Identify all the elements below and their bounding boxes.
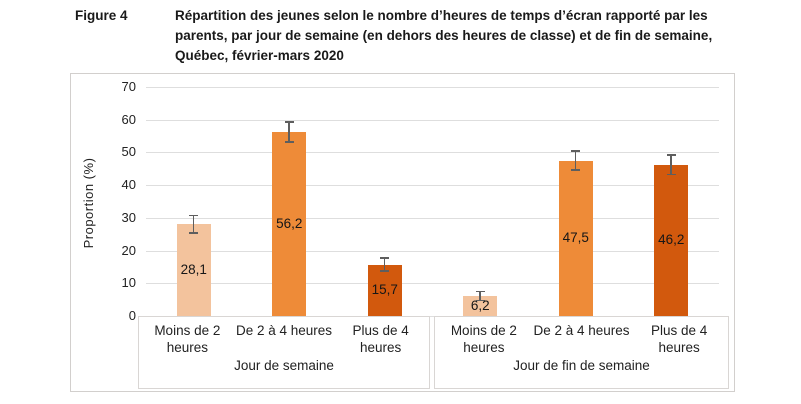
bar — [367, 264, 402, 316]
gridline — [146, 185, 719, 187]
group-label: Jour de semaine — [234, 358, 334, 373]
error-bar — [188, 214, 199, 234]
gridline — [146, 152, 719, 154]
y-tick-label: 0 — [128, 308, 136, 323]
bar-value-label: 47,5 — [562, 230, 589, 246]
error-bar-cap-bottom — [284, 141, 294, 143]
gridline — [146, 217, 719, 219]
figure-title: Répartition des jeunes selon le nombre d… — [175, 8, 713, 63]
error-bar-line — [192, 214, 195, 234]
gridline — [146, 283, 719, 285]
bar — [463, 295, 498, 316]
x-axis-group-box: Moins de 2 heures De 2 à 4 heures Plus de … — [434, 316, 729, 389]
y-tick-label: 30 — [121, 209, 136, 225]
y-tick-label: 10 — [121, 275, 136, 291]
error-bar-cap-top — [666, 154, 676, 156]
gridline — [146, 87, 719, 88]
bar — [272, 132, 307, 316]
y-axis-title: Proportion (%) — [81, 157, 96, 249]
category-label: De 2 à 4 heures — [533, 323, 630, 338]
y-tick-label: 70 — [121, 79, 136, 94]
category-label-row: Moins de 2 heures De 2 à 4 heures Plus de … — [435, 317, 728, 358]
error-bar-line — [479, 290, 481, 301]
y-tick-label: 20 — [121, 242, 136, 258]
category-label: Moins de 2 heures — [154, 323, 221, 355]
bar-value-label: 56,2 — [276, 216, 303, 232]
error-bar — [570, 150, 581, 171]
category-label: Plus de 4 heures — [651, 323, 708, 355]
y-tick-label: 50 — [121, 144, 136, 160]
gridline — [146, 119, 719, 121]
category-label: Plus de 4 heures — [352, 323, 409, 355]
bar-value-label: 28,1 — [180, 262, 207, 277]
error-bar-cap-bottom — [380, 270, 390, 272]
error-bar-cap-bottom — [666, 173, 676, 176]
category-label: De 2 à 4 heures — [235, 323, 333, 338]
gridline — [146, 250, 719, 252]
error-bar-cap-top — [571, 150, 581, 152]
bar — [654, 164, 689, 316]
bar-value-label: 46,2 — [658, 232, 685, 248]
group-label: Jour de fin de semaine — [513, 358, 650, 373]
x-axis-group-box: Moins de 2 heures De 2 à 4 heures Plus de … — [138, 316, 430, 389]
chart-frame: Proportion (%) 0 10 20 30 40 50 60 70 28,1 56,2 15… — [70, 73, 735, 392]
gridline — [146, 316, 719, 317]
error-bar-cap-top — [284, 121, 294, 123]
bar — [558, 160, 593, 316]
error-bar-cap-bottom — [571, 169, 581, 171]
bar — [176, 224, 211, 316]
error-bar-line — [574, 150, 577, 171]
error-bar-cap-top — [475, 290, 485, 292]
error-bar-cap-top — [189, 214, 199, 217]
category-label: Moins de 2 heures — [450, 323, 517, 355]
y-tick-label: 60 — [121, 111, 136, 127]
error-bar — [475, 290, 486, 301]
bar-value-label: 6,2 — [470, 297, 490, 313]
error-bar-cap-bottom — [189, 232, 199, 234]
error-bar — [284, 121, 295, 143]
error-bar — [379, 257, 390, 272]
category-label-row: Moins de 2 heures De 2 à 4 heures Plus de … — [139, 317, 429, 358]
error-bar-line — [288, 121, 290, 143]
figure-header: Figure 4 Répartition des jeunes selon le… — [75, 6, 747, 66]
error-bar-cap-top — [380, 257, 390, 259]
error-bar — [666, 154, 677, 176]
error-bar-cap-bottom — [475, 299, 485, 301]
error-bar-line — [383, 257, 386, 272]
figure-label: Figure 4 — [75, 8, 128, 23]
bar-value-label: 15,7 — [371, 282, 398, 298]
y-tick-label: 40 — [121, 177, 136, 193]
error-bar-line — [670, 154, 672, 176]
